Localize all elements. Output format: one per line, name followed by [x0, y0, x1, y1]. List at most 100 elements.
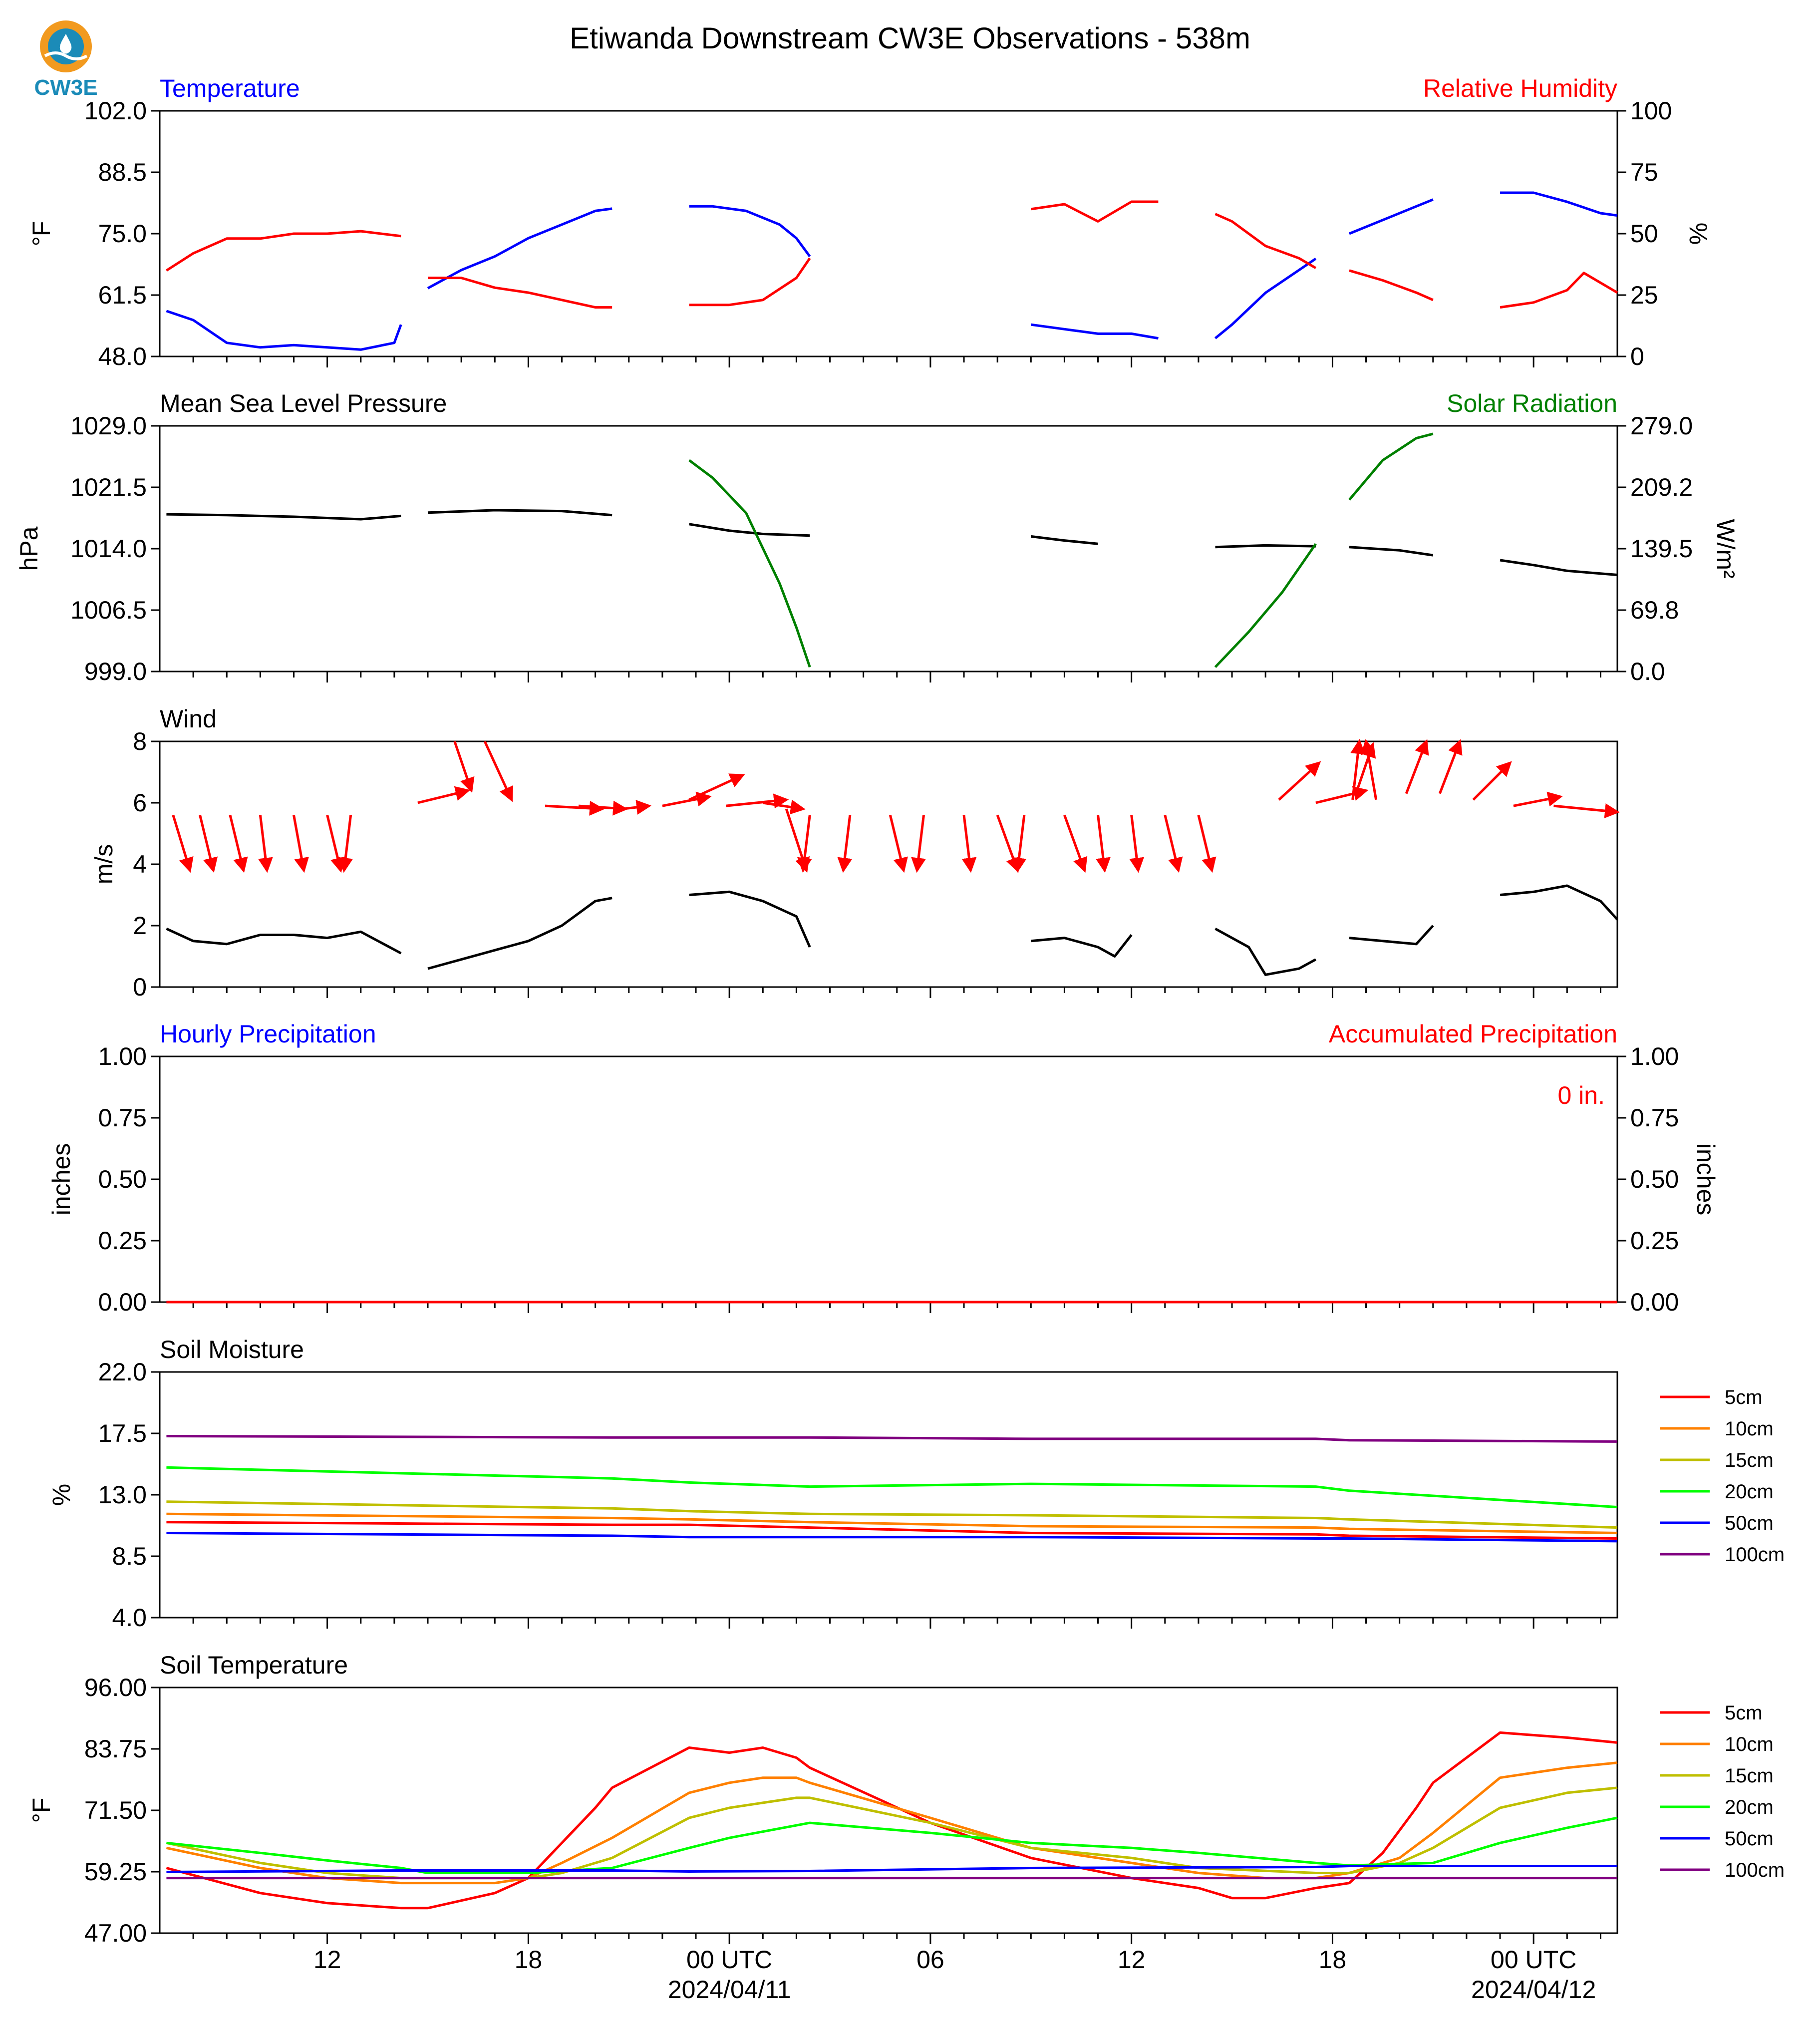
series-line-5	[1349, 198, 1434, 235]
series-line-2	[689, 205, 811, 258]
legend-label: 5cm	[1725, 1386, 1763, 1408]
x-date-label: 2024/04/11	[668, 1976, 791, 2004]
y2-axis-label: %	[1684, 223, 1712, 245]
panel-4: Soil Moisture 4.0 8.5 13.0 17.5 22.0% 5cm 10cm 1…	[47, 1336, 1785, 1632]
series-line-5	[1349, 546, 1434, 557]
y2-tick-label: 69.8	[1630, 596, 1679, 624]
y2-tick-label: 209.2	[1630, 473, 1693, 501]
series-line-1	[427, 509, 612, 517]
y-tick-label: 8	[133, 727, 147, 755]
series-line-4	[1215, 544, 1316, 549]
y-tick-label: 47.00	[84, 1919, 147, 1947]
panel-left-title: Wind	[160, 705, 217, 733]
series-line-5	[1349, 925, 1434, 946]
x-tick-label: 12	[1118, 1946, 1146, 1974]
panel-left-title: Temperature	[160, 74, 300, 102]
wind-arrow	[688, 773, 745, 801]
wind-arrow	[1063, 814, 1088, 873]
y-tick-label: 13.0	[98, 1481, 147, 1509]
legend: 5cm 10cm 15cm 20cm 50cm 100cm	[1660, 1386, 1785, 1566]
legend-label: 5cm	[1725, 1702, 1763, 1724]
logo-text: CW3E	[34, 75, 97, 100]
legend-label: 15cm	[1725, 1449, 1774, 1471]
legend-label: 15cm	[1725, 1765, 1774, 1787]
y-tick-label: 83.75	[84, 1735, 147, 1763]
y-tick-label: 17.5	[98, 1419, 147, 1447]
legend-label: 100cm	[1725, 1859, 1785, 1881]
chart-panels: Temperature Relative Humidity 48.0 61.5 75.0…	[15, 74, 1785, 1947]
panel-3: Hourly Precipitation Accumulated Precipit…	[47, 1020, 1720, 1316]
series-group	[166, 884, 1618, 976]
x-date-label: 2024/04/12	[1471, 1976, 1596, 2004]
series-line-12	[1349, 269, 1434, 302]
series-line-20cm	[166, 1466, 1618, 1509]
y-tick-label: 102.0	[84, 97, 147, 125]
y-tick-label: 0.50	[98, 1165, 147, 1193]
panel-left-title: Mean Sea Level Pressure	[160, 389, 447, 417]
y2-tick-label: 279.0	[1630, 412, 1693, 440]
y-tick-label: 71.50	[84, 1796, 147, 1824]
series-line-100cm	[166, 1435, 1618, 1443]
wind-arrow	[1350, 739, 1366, 800]
x-tick-label: 06	[916, 1946, 944, 1974]
y2-tick-label: 1.00	[1630, 1042, 1679, 1070]
y-tick-label: 8.5	[112, 1542, 147, 1570]
series-line-2	[689, 523, 810, 537]
y2-tick-label: 0.50	[1630, 1165, 1679, 1193]
panel-right-title: Relative Humidity	[1423, 74, 1617, 102]
panel-1: Mean Sea Level Pressure Solar Radiation 99…	[15, 389, 1740, 685]
series-line-8	[428, 277, 612, 309]
series-line-10cm	[166, 1761, 1618, 1885]
series-line-5cm	[166, 1731, 1618, 1910]
panel-left-title: Hourly Precipitation	[160, 1020, 376, 1048]
cw3e-logo: CW3E	[34, 20, 98, 100]
wind-arrow	[1361, 739, 1378, 800]
wind-arrow	[258, 815, 273, 873]
series-line-9	[1348, 432, 1434, 501]
wind-arrow	[1278, 761, 1321, 801]
x-tick-label: 18	[1319, 1946, 1347, 1974]
y2-tick-label: 0.75	[1630, 1104, 1679, 1132]
y2-tick-label: 0	[1630, 342, 1644, 370]
wind-arrow	[1513, 791, 1563, 807]
y-tick-label: 0.75	[98, 1104, 147, 1132]
series-line-7	[688, 459, 811, 668]
series-line-7	[166, 230, 401, 272]
y-axis-label: °F	[27, 221, 55, 247]
series-line-6	[1500, 191, 1618, 217]
wind-arrow	[199, 815, 218, 873]
y-tick-label: 0.00	[98, 1288, 147, 1316]
series-group	[166, 1731, 1618, 1910]
y-tick-label: 48.0	[98, 342, 147, 370]
panel-right-title: Accumulated Precipitation	[1329, 1020, 1617, 1048]
wind-arrow	[1197, 815, 1216, 873]
logo-drop-icon	[59, 34, 72, 54]
legend-label: 50cm	[1725, 1512, 1774, 1534]
y2-tick-label: 50	[1630, 220, 1658, 248]
y-tick-label: 1.00	[98, 1042, 147, 1070]
wind-arrow	[338, 815, 353, 873]
y-tick-label: 2	[133, 912, 147, 940]
y-tick-label: 1006.5	[70, 596, 147, 624]
wind-arrow	[1011, 815, 1027, 873]
y-axis-label: %	[47, 1484, 75, 1506]
wind-arrow	[1553, 803, 1620, 818]
accumulated-annotation: 0 in.	[1557, 1081, 1605, 1109]
y2-tick-label: 75	[1630, 158, 1658, 186]
y-tick-label: 4.0	[112, 1604, 147, 1632]
y-tick-label: 61.5	[98, 281, 147, 309]
y2-tick-label: 0.00	[1630, 1288, 1679, 1316]
y-tick-label: 88.5	[98, 158, 147, 186]
wind-arrow	[911, 815, 926, 873]
series-line-10cm	[166, 1512, 1618, 1534]
series-line-15cm	[166, 1500, 1618, 1529]
wind-arrow	[1472, 761, 1512, 801]
wind-arrow	[229, 815, 248, 873]
wind-arrow	[172, 814, 194, 873]
panel-0: Temperature Relative Humidity 48.0 61.5 75.0…	[27, 74, 1712, 370]
series-group	[166, 191, 1618, 351]
y-tick-label: 96.00	[84, 1674, 147, 1701]
wind-arrow	[1129, 815, 1144, 873]
